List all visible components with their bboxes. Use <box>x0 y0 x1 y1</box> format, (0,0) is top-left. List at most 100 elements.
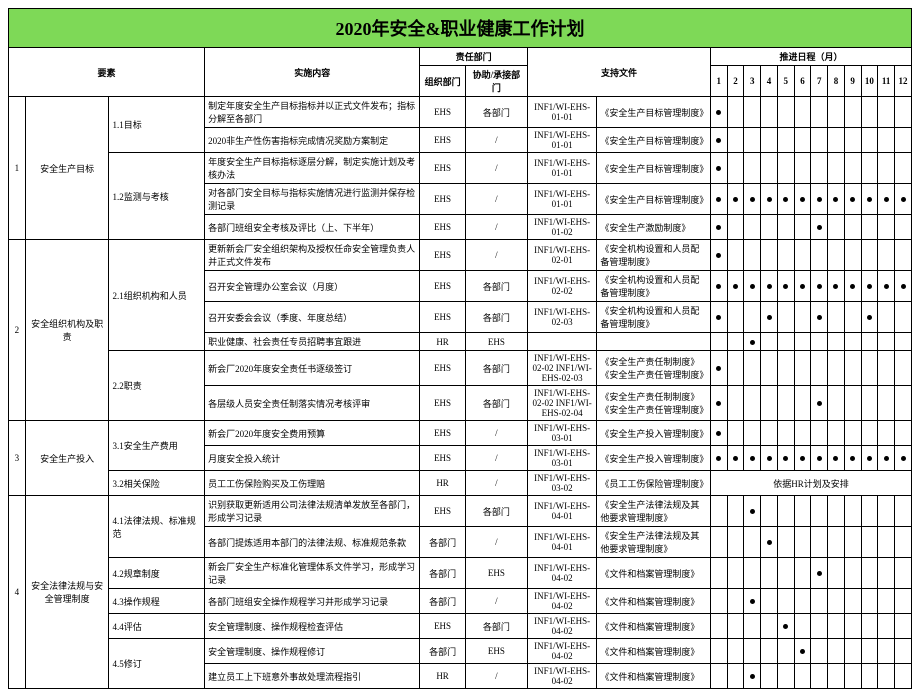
dot-icon <box>867 315 872 320</box>
dot-icon <box>884 456 889 461</box>
cell-doc: 《文件和档案管理制度》 <box>597 558 711 589</box>
cell-doc <box>597 333 711 351</box>
cell-month <box>777 614 794 639</box>
cell-month <box>844 421 861 446</box>
cell-month <box>811 351 828 386</box>
cell-org: EHS <box>420 97 465 128</box>
cell-content: 制定年度安全生产目标指标并以正式文件发布；指标分解至各部门 <box>205 97 420 128</box>
cell-month <box>744 527 761 558</box>
cell-docnum: INF1/WI-EHS-01-01 <box>527 153 596 184</box>
dot-icon <box>716 431 721 436</box>
dot-icon <box>716 197 721 202</box>
cell-month <box>761 153 778 184</box>
cell-month <box>777 128 794 153</box>
cell-org: 各部门 <box>420 639 465 664</box>
cell-month <box>727 184 744 215</box>
cell-org: EHS <box>420 240 465 271</box>
cell-doc: 《文件和档案管理制度》 <box>597 614 711 639</box>
table-row: 4.3操作规程各部门班组安全操作规程学习并形成学习记录各部门/INF1/WI-E… <box>9 589 912 614</box>
sub-name: 4.1法律法规、标准规范 <box>109 496 205 558</box>
cell-month <box>777 558 794 589</box>
cell-month <box>861 351 878 386</box>
cell-month <box>761 184 778 215</box>
cell-doc: 《文件和档案管理制度》 <box>597 664 711 689</box>
cell-month <box>895 614 912 639</box>
cell-month <box>895 97 912 128</box>
cell-month <box>744 351 761 386</box>
cell-month <box>861 639 878 664</box>
cell-month <box>828 589 845 614</box>
cell-month <box>895 386 912 421</box>
cell-month <box>811 97 828 128</box>
cell-month <box>811 664 828 689</box>
cell-month <box>710 589 727 614</box>
cell-month <box>777 496 794 527</box>
cell-month <box>878 153 895 184</box>
cell-content: 月度安全投入统计 <box>205 446 420 471</box>
dot-icon <box>767 284 772 289</box>
cell-month <box>761 215 778 240</box>
dot-icon <box>817 401 822 406</box>
cell-month <box>761 351 778 386</box>
cell-docnum: INF1/WI-EHS-02-02 INF1/WI-EHS-02-04 <box>527 386 596 421</box>
table-row: 4.2规章制度新会厂安全生产标准化管理体系文件学习，形成学习记录各部门EHSIN… <box>9 558 912 589</box>
cell-month <box>861 153 878 184</box>
cell-org: EHS <box>420 271 465 302</box>
cell-assist: / <box>465 527 527 558</box>
cell-month <box>861 240 878 271</box>
sub-name: 3.2相关保险 <box>109 471 205 496</box>
cell-assist: / <box>465 153 527 184</box>
dot-icon <box>767 197 772 202</box>
dot-icon <box>901 456 906 461</box>
cell-month <box>844 664 861 689</box>
cell-content: 各部门班组安全考核及评比（上、下半年） <box>205 215 420 240</box>
cell-month <box>744 271 761 302</box>
cell-org: HR <box>420 333 465 351</box>
cell-month <box>811 589 828 614</box>
dot-icon <box>833 456 838 461</box>
cell-month <box>744 558 761 589</box>
cell-docnum: INF1/WI-EHS-04-02 <box>527 614 596 639</box>
col-month: 10 <box>861 66 878 97</box>
cell-month <box>777 215 794 240</box>
cell-month <box>861 333 878 351</box>
cell-month <box>794 271 811 302</box>
cell-month <box>727 333 744 351</box>
col-responsible: 责任部门 <box>420 48 528 66</box>
cell-month <box>727 664 744 689</box>
cell-month <box>861 664 878 689</box>
cell-content: 新会厂2020年度安全责任书逐级签订 <box>205 351 420 386</box>
cell-doc: 《安全生产目标管理制度》 <box>597 97 711 128</box>
cell-month <box>761 240 778 271</box>
cell-month <box>895 128 912 153</box>
cell-month <box>811 496 828 527</box>
cell-month <box>878 446 895 471</box>
cell-month <box>811 614 828 639</box>
cell-org: HR <box>420 664 465 689</box>
cell-month <box>844 446 861 471</box>
cell-assist: / <box>465 471 527 496</box>
cell-assist: 各部门 <box>465 271 527 302</box>
col-content: 实施内容 <box>205 48 420 97</box>
cell-doc: 《安全生产目标管理制度》 <box>597 153 711 184</box>
dot-icon <box>750 456 755 461</box>
page-title: 2020年安全&职业健康工作计划 <box>8 8 912 47</box>
cell-month <box>878 271 895 302</box>
cell-month <box>811 215 828 240</box>
cell-month <box>761 614 778 639</box>
cell-month <box>878 664 895 689</box>
cell-month <box>744 496 761 527</box>
cell-assist: EHS <box>465 558 527 589</box>
cell-month <box>878 97 895 128</box>
cell-content: 更新新会厂安全组织架构及授权任命安全管理负责人并正式文件发布 <box>205 240 420 271</box>
table-row: 2安全组织机构及职责2.1组织机构和人员更新新会厂安全组织架构及授权任命安全管理… <box>9 240 912 271</box>
cell-month <box>828 351 845 386</box>
cell-month <box>710 664 727 689</box>
cell-month <box>794 97 811 128</box>
cell-month <box>710 639 727 664</box>
col-month: 7 <box>811 66 828 97</box>
cell-org: EHS <box>420 184 465 215</box>
cell-assist: 各部门 <box>465 351 527 386</box>
cell-month <box>861 421 878 446</box>
cell-org: EHS <box>420 351 465 386</box>
